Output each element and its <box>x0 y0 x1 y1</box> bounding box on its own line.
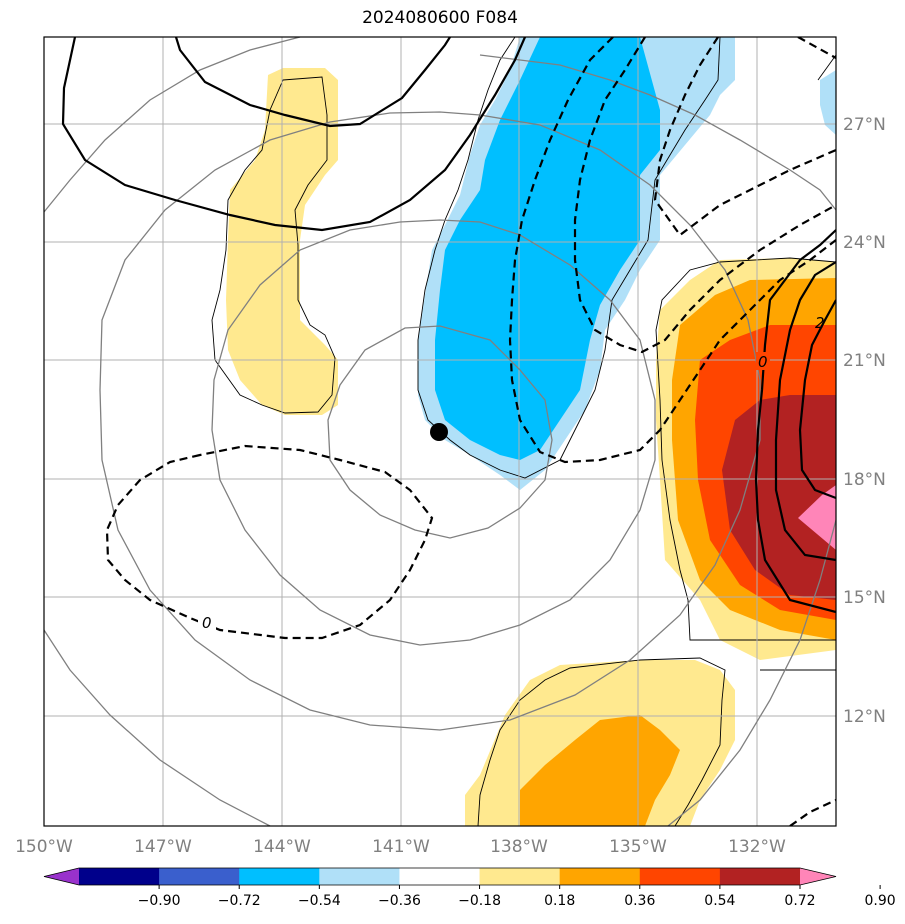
colorbar-tick-label: 0.90 <box>865 893 896 909</box>
colorbar-tick-label: −0.90 <box>138 893 181 909</box>
colorbar-tick-label: 0.72 <box>784 893 815 909</box>
negative-anomaly-ne <box>820 70 836 135</box>
contour-labels: 0 0 2 <box>198 314 825 632</box>
lat-label: 12°N <box>843 707 886 727</box>
colorbar-segment <box>79 868 160 885</box>
lon-label: 147°W <box>134 837 192 857</box>
map-plot-area: 0 0 2 <box>44 37 836 826</box>
dashed-contours <box>105 37 836 826</box>
colorbar-tick-label: 0.18 <box>544 893 575 909</box>
colorbar-segment <box>239 868 320 885</box>
distance-rings <box>44 37 836 826</box>
lon-axis: 150°W 147°W 144°W 141°W 138°W 135°W 132°… <box>15 837 786 857</box>
negative-anomaly-mid <box>435 37 660 460</box>
colorbar-segment <box>479 868 561 885</box>
lat-axis: 27°N 24°N 21°N 18°N 15°N 12°N <box>843 115 886 727</box>
solid-contours <box>61 37 836 614</box>
map-title: 2024080600 F084 <box>362 8 518 28</box>
storm-center-marker <box>430 423 448 441</box>
colorbar-extend-low <box>44 868 79 885</box>
colorbar-segment <box>319 868 400 885</box>
lat-label: 24°N <box>843 233 886 253</box>
colorbar-outline <box>43 867 837 886</box>
contour-label-zero-west: 0 <box>202 614 212 632</box>
colorbar-segment <box>399 868 481 885</box>
lon-label: 150°W <box>15 837 73 857</box>
colorbar-tick-label: −0.54 <box>298 893 341 909</box>
positive-anomaly-max <box>798 485 836 550</box>
positive-anomaly-east-90 <box>722 395 836 600</box>
lat-label: 18°N <box>843 470 886 490</box>
colorbar-segment <box>719 868 801 885</box>
colorbar-segment <box>559 868 641 885</box>
colorbar-tick-label: 0.54 <box>704 893 735 909</box>
colorbar-tick-label: 0.36 <box>624 893 655 909</box>
lat-label: 21°N <box>843 351 886 371</box>
contour-label-zero-east: 0 <box>758 353 768 371</box>
shading-layer <box>226 37 836 826</box>
colorbar-tick-label: −0.18 <box>458 893 501 909</box>
lon-label: 138°W <box>490 837 548 857</box>
lat-label: 15°N <box>843 588 886 608</box>
lon-label: 132°W <box>728 837 786 857</box>
map-frame <box>43 36 837 827</box>
positive-anomaly-south-54 <box>520 715 680 826</box>
colorbar-tick-label: −0.36 <box>378 893 421 909</box>
thin-contours <box>211 37 836 826</box>
lon-label: 144°W <box>253 837 311 857</box>
lon-label: 141°W <box>372 837 430 857</box>
colorbar-segment <box>159 868 240 885</box>
lon-label: 135°W <box>609 837 667 857</box>
colorbar-tick-label: −0.72 <box>218 893 261 909</box>
contour-label-two: 2 <box>815 314 825 332</box>
lat-label: 27°N <box>843 115 886 135</box>
colorbar-extend-high <box>800 868 836 885</box>
colorbar-segment <box>639 868 721 885</box>
colorbar: −0.90 −0.72 −0.54 −0.36 −0.18 0.18 0.36 0.54 0.7… <box>43 867 896 909</box>
